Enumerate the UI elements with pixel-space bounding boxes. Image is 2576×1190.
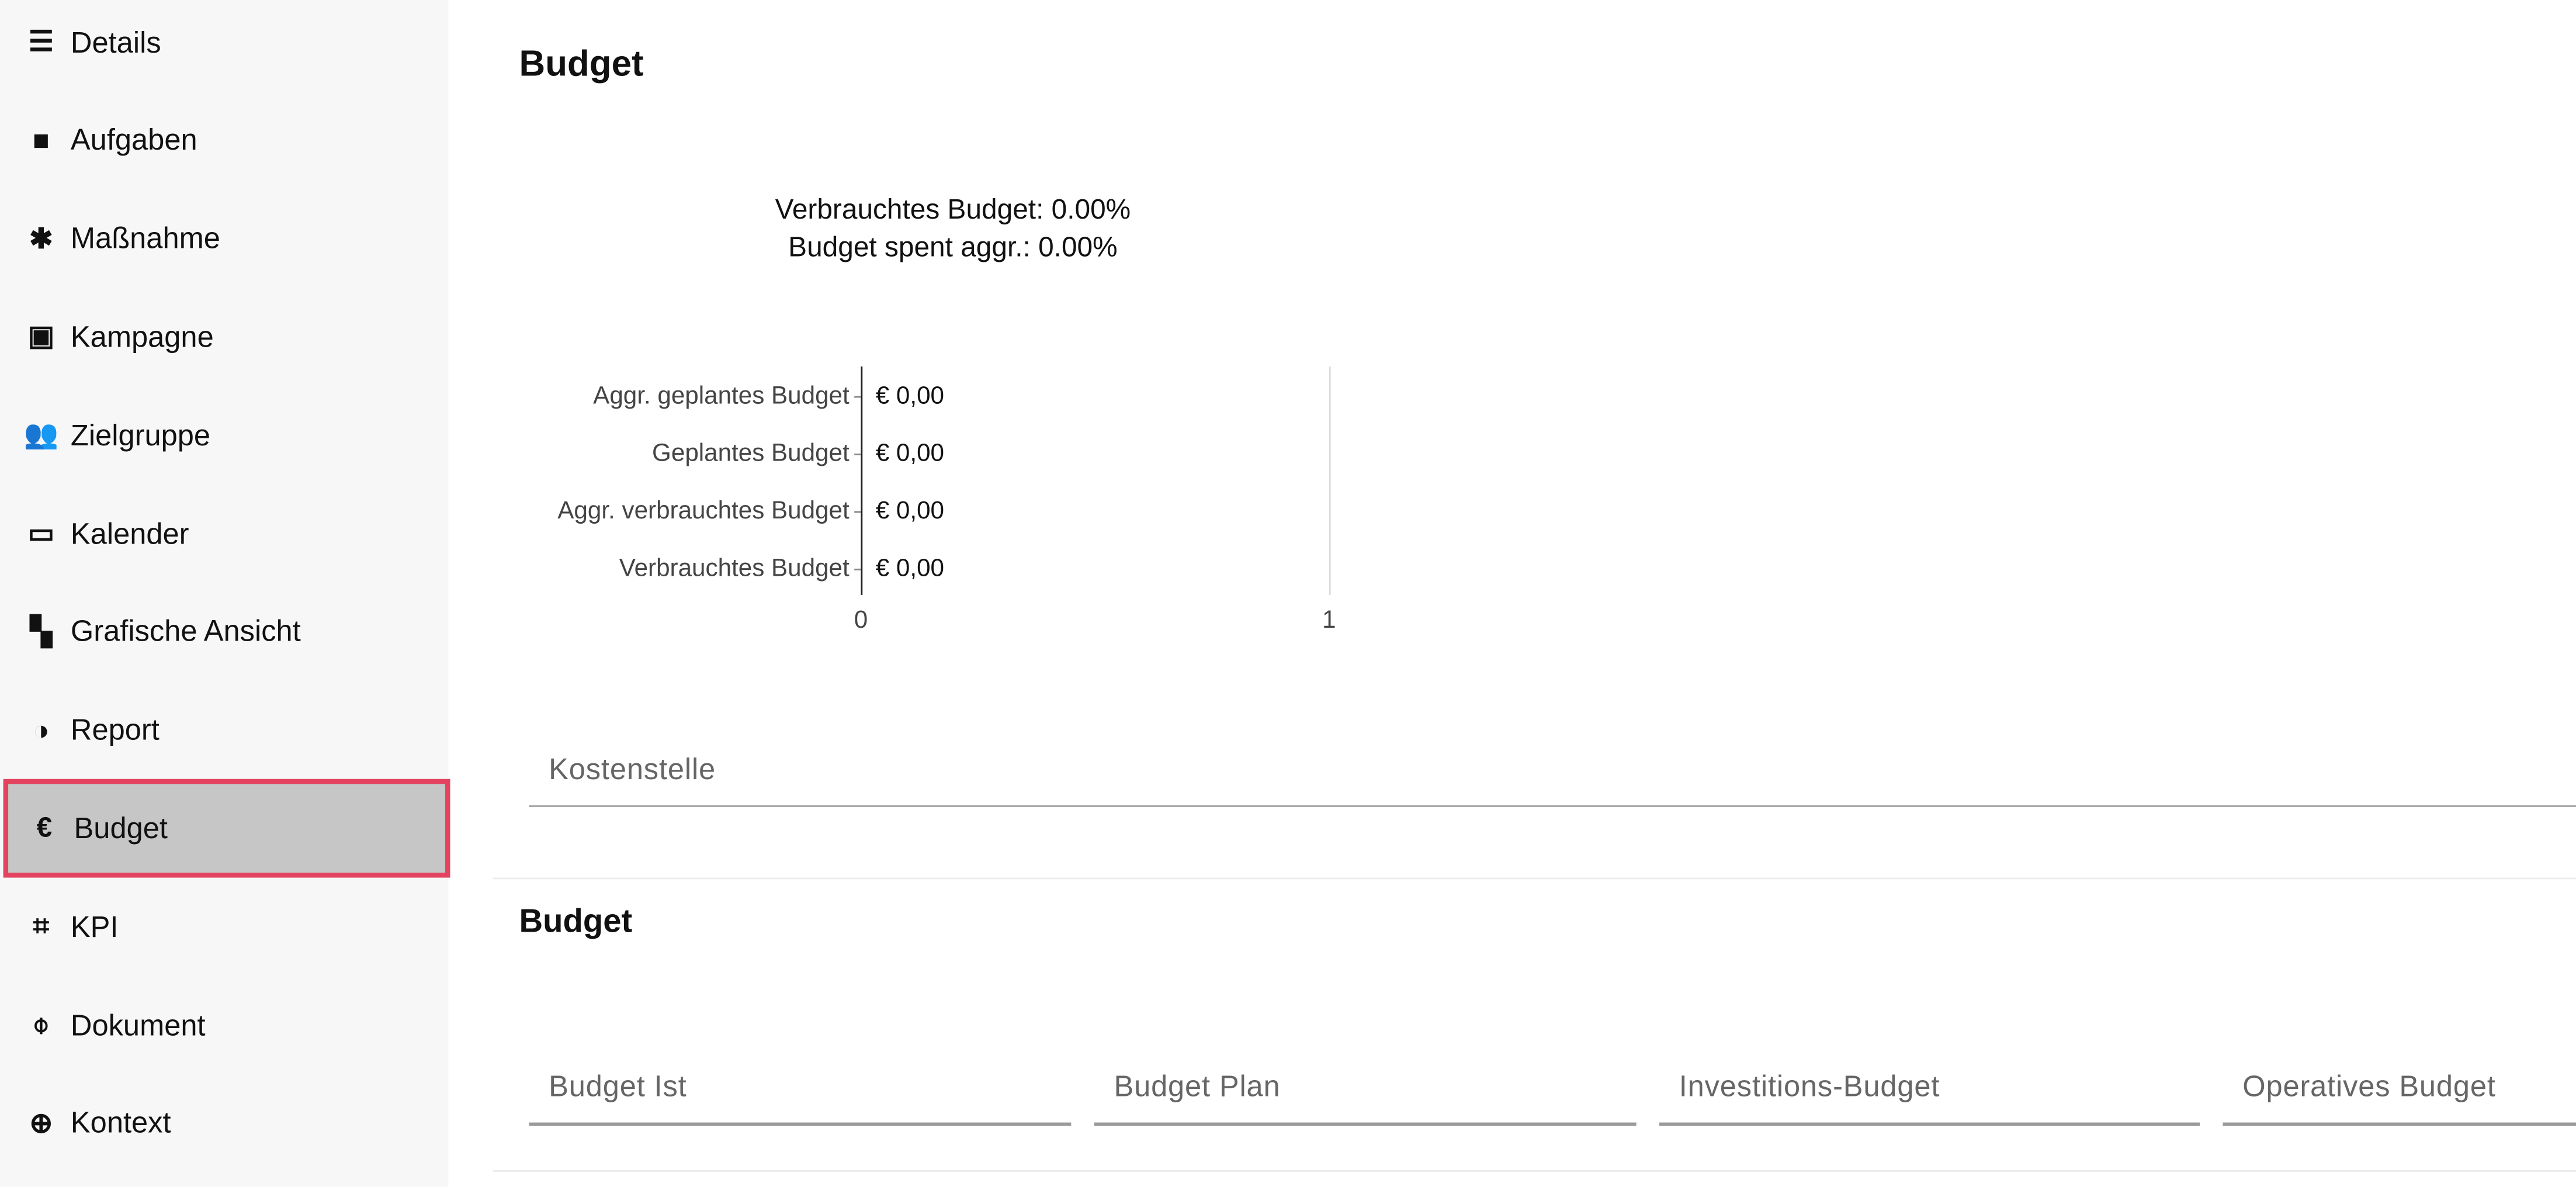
chart-title-line: Verbrauchtes Budget: 0.00% [775,193,1131,226]
kostenstelle-label: Kostenstelle [549,752,716,786]
euro-icon: € [36,812,53,843]
budget-ist-field[interactable]: Budget Ist [529,1057,1072,1126]
field-label: Budget Plan [1114,1070,1281,1103]
sidebar-item-label: Maßnahme [70,222,220,255]
sidebar-item-label: Kampagne [70,320,214,354]
paperclip-icon: ⌽ [32,1009,50,1040]
hierarchy-icon: ▚ [30,615,52,648]
y-tick [854,568,861,570]
category-label: Verbrauchtes Budget [619,555,850,583]
focus-icon: ⌗ [33,911,49,942]
data-label: € 0,00 [875,440,945,468]
sidebar-item-kalender[interactable]: ▭ Kalender [0,488,449,580]
presentation-icon: ▣ [27,321,54,352]
category-label: Geplantes Budget [652,440,850,468]
sidebar-item-maßnahme[interactable]: ✱ Maßnahme [0,193,449,285]
people-icon: 👥 [23,419,59,451]
sidebar-item-aufgaben[interactable]: ■ Aufgaben [0,95,449,187]
sidebar: ☰ Details ■ Aufgaben ✱ Maßnahme ▣ Kampagne 👥 Ziel… [0,0,450,1187]
page-title: Budget [519,43,644,84]
y-axis-line [861,366,863,595]
y-tick [854,454,861,455]
sidebar-item-dokument[interactable]: ⌽ Dokument [0,980,449,1071]
sidebar-item-label: Details [70,25,161,58]
x-tick-label: 1 [1322,606,1336,635]
sidebar-item-report[interactable]: ◑ Report [0,684,449,776]
sidebar-item-zielgruppe[interactable]: 👥 Zielgruppe [0,390,449,482]
sidebar-item-kpi[interactable]: ⌗ KPI [0,881,449,973]
y-tick [854,511,861,513]
divider [493,877,2576,880]
sidebar-item-label: Dokument [70,1008,206,1042]
sidebar-item-label: Zielgruppe [70,418,211,452]
data-label: € 0,00 [875,382,945,410]
budget-plan-field[interactable]: Budget Plan [1094,1057,1637,1126]
sidebar-item-label: Aufgaben [70,123,197,157]
field-label: Operatives Budget [2242,1070,2496,1103]
briefcase-icon: ■ [32,124,50,156]
operatives-budget-field[interactable]: Operatives Budget [2223,1057,2576,1126]
sidebar-item-label: KPI [70,909,119,943]
investitions-budget-field[interactable]: Investitions-Budget [1659,1057,2200,1126]
category-label: Aggr. verbrauchtes Budget [557,497,850,525]
gridline [1329,366,1331,595]
sidebar-item-grafische-ansicht[interactable]: ▚ Grafische Ansicht [0,586,449,678]
kostenstelle-field[interactable]: Kostenstelle [529,739,2576,807]
sidebar-item-label: Kalender [70,517,189,550]
data-label: € 0,00 [875,497,945,525]
details-lines-icon: ☰ [28,26,54,58]
chart-title: Verbrauchtes Budget: 0.00% Budget spent … [625,191,1282,266]
chart-subtitle-line: Budget spent aggr.: 0.00% [788,231,1118,263]
field-label: Budget Ist [549,1070,687,1103]
sidebar-item-details[interactable]: ☰ Details [0,0,449,89]
sidebar-item-budget[interactable]: € Budget [3,779,450,878]
x-tick-label: 0 [854,606,868,635]
budget-section-title: Budget [519,904,633,940]
sidebar-item-label: Grafische Ansicht [70,615,301,648]
field-label: Investitions-Budget [1679,1070,1940,1103]
sidebar-item-kampagne[interactable]: ▣ Kampagne [0,292,449,383]
divider [493,1170,2576,1172]
calendar-icon: ▭ [27,517,54,549]
category-label: Aggr. geplantes Budget [593,382,850,410]
data-label: € 0,00 [875,555,945,583]
sidebar-item-label: Report [70,713,160,746]
y-tick [854,396,861,398]
gear-icon: ✱ [29,223,53,254]
globe-icon: ⊕ [29,1107,53,1139]
pie-chart-icon: ◑ [32,714,50,746]
sidebar-item-label: Budget [74,811,168,844]
sidebar-item-label: Kontext [70,1106,171,1140]
sidebar-item-kontext[interactable]: ⊕ Kontext [0,1078,449,1170]
